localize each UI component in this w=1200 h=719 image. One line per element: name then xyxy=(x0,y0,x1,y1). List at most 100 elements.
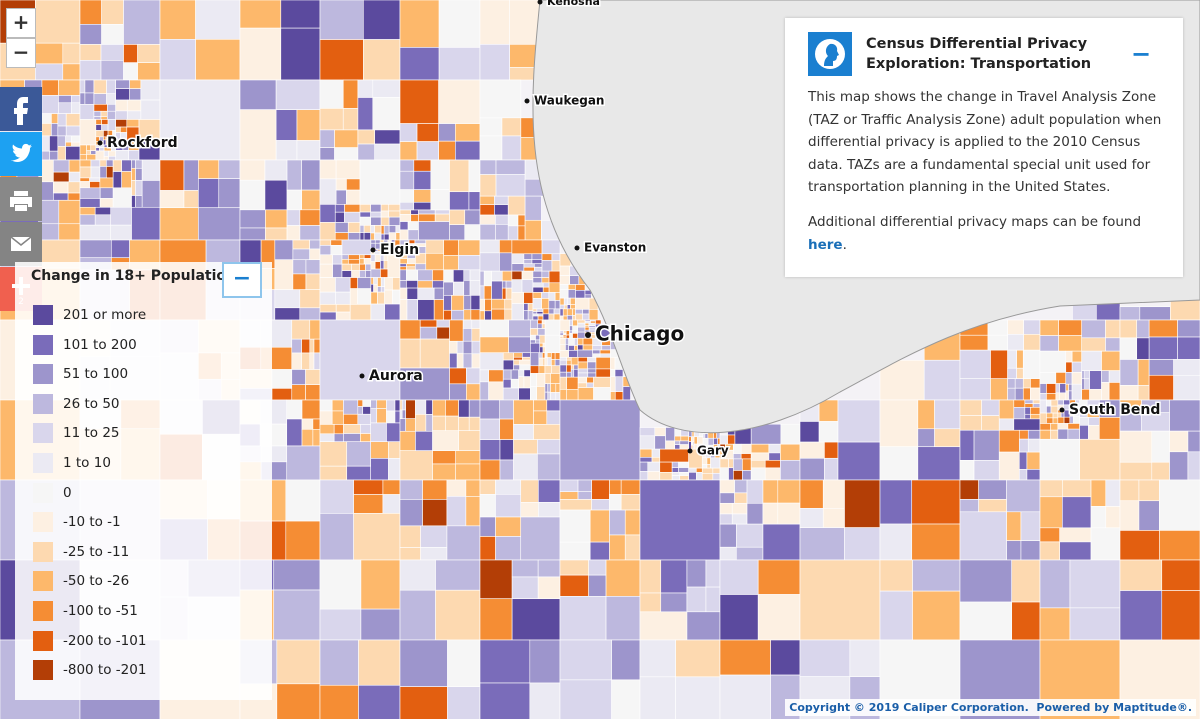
taz xyxy=(334,129,359,148)
taz xyxy=(443,295,452,311)
info-link[interactable]: here xyxy=(808,236,843,253)
taz xyxy=(546,410,561,425)
taz xyxy=(508,336,531,354)
taz xyxy=(458,255,481,271)
taz xyxy=(58,79,81,96)
taz xyxy=(959,511,1007,561)
taz xyxy=(103,150,109,157)
taz xyxy=(93,110,102,117)
taz xyxy=(443,239,459,256)
taz xyxy=(733,443,742,454)
taz xyxy=(1090,479,1107,507)
city-label: Aurora xyxy=(369,368,423,384)
taz xyxy=(438,140,456,161)
taz xyxy=(532,286,544,293)
taz xyxy=(822,479,845,509)
taz xyxy=(399,47,440,81)
taz xyxy=(719,523,737,548)
taz xyxy=(479,214,496,225)
taz xyxy=(710,457,721,469)
taz xyxy=(587,361,597,370)
legend-swatch xyxy=(33,305,53,325)
taz xyxy=(824,441,839,459)
taz xyxy=(728,458,734,469)
taz xyxy=(479,79,522,119)
taz xyxy=(639,559,662,594)
taz xyxy=(620,494,641,511)
taz xyxy=(537,453,561,481)
legend-swatch xyxy=(33,630,53,651)
taz xyxy=(79,166,92,179)
taz xyxy=(542,357,546,367)
taz xyxy=(370,458,389,481)
taz xyxy=(577,479,592,493)
taz xyxy=(559,596,607,641)
taz xyxy=(360,424,371,434)
taz xyxy=(733,453,742,460)
taz xyxy=(1006,511,1022,541)
taz xyxy=(399,287,408,300)
legend-label: -10 to -1 xyxy=(63,514,121,531)
taz xyxy=(570,364,575,370)
taz xyxy=(505,280,513,289)
taz xyxy=(471,340,481,355)
taz xyxy=(399,525,421,548)
taz xyxy=(275,79,321,110)
taz xyxy=(90,150,97,155)
taz xyxy=(380,204,390,212)
taz xyxy=(639,427,656,437)
taz xyxy=(335,189,347,205)
taz xyxy=(978,479,1007,500)
info-collapse[interactable]: − xyxy=(1131,40,1152,68)
taz xyxy=(566,389,579,401)
taz xyxy=(380,233,385,241)
taz xyxy=(582,309,590,315)
taz xyxy=(746,479,764,504)
legend-swatch xyxy=(33,423,53,444)
taz xyxy=(742,458,752,471)
taz xyxy=(780,443,801,461)
taz xyxy=(573,364,579,370)
taz xyxy=(1079,438,1121,481)
zoom-out[interactable]: − xyxy=(6,38,36,68)
taz xyxy=(1169,430,1189,453)
taz xyxy=(541,260,553,272)
taz xyxy=(1105,479,1121,507)
taz xyxy=(65,113,81,127)
taz xyxy=(537,315,544,321)
taz xyxy=(330,245,343,256)
zoom-in[interactable]: + xyxy=(6,8,36,38)
taz xyxy=(399,201,415,211)
taz xyxy=(639,435,656,450)
taz xyxy=(566,359,572,366)
taz xyxy=(959,399,982,416)
taz xyxy=(651,448,661,458)
taz xyxy=(1024,407,1031,415)
taz xyxy=(533,399,548,412)
taz xyxy=(959,601,1013,641)
taz xyxy=(319,684,359,719)
legend-swatch xyxy=(33,453,53,473)
taz xyxy=(370,254,376,262)
taz xyxy=(79,159,92,168)
taz xyxy=(218,159,241,179)
taz xyxy=(449,159,470,193)
taz xyxy=(501,117,522,137)
taz xyxy=(529,639,561,684)
taz xyxy=(374,143,401,161)
taz xyxy=(370,204,382,213)
taz xyxy=(559,330,564,334)
taz xyxy=(479,135,503,161)
taz xyxy=(973,429,1000,461)
taz xyxy=(319,559,362,610)
taz xyxy=(53,181,69,194)
taz xyxy=(419,326,438,340)
taz xyxy=(49,135,59,152)
taz xyxy=(198,207,241,241)
legend-collapse[interactable]: − xyxy=(222,262,262,298)
taz xyxy=(1068,390,1073,401)
city-dot xyxy=(574,245,580,251)
taz xyxy=(362,406,371,415)
taz xyxy=(65,141,72,147)
taz xyxy=(1007,387,1016,401)
